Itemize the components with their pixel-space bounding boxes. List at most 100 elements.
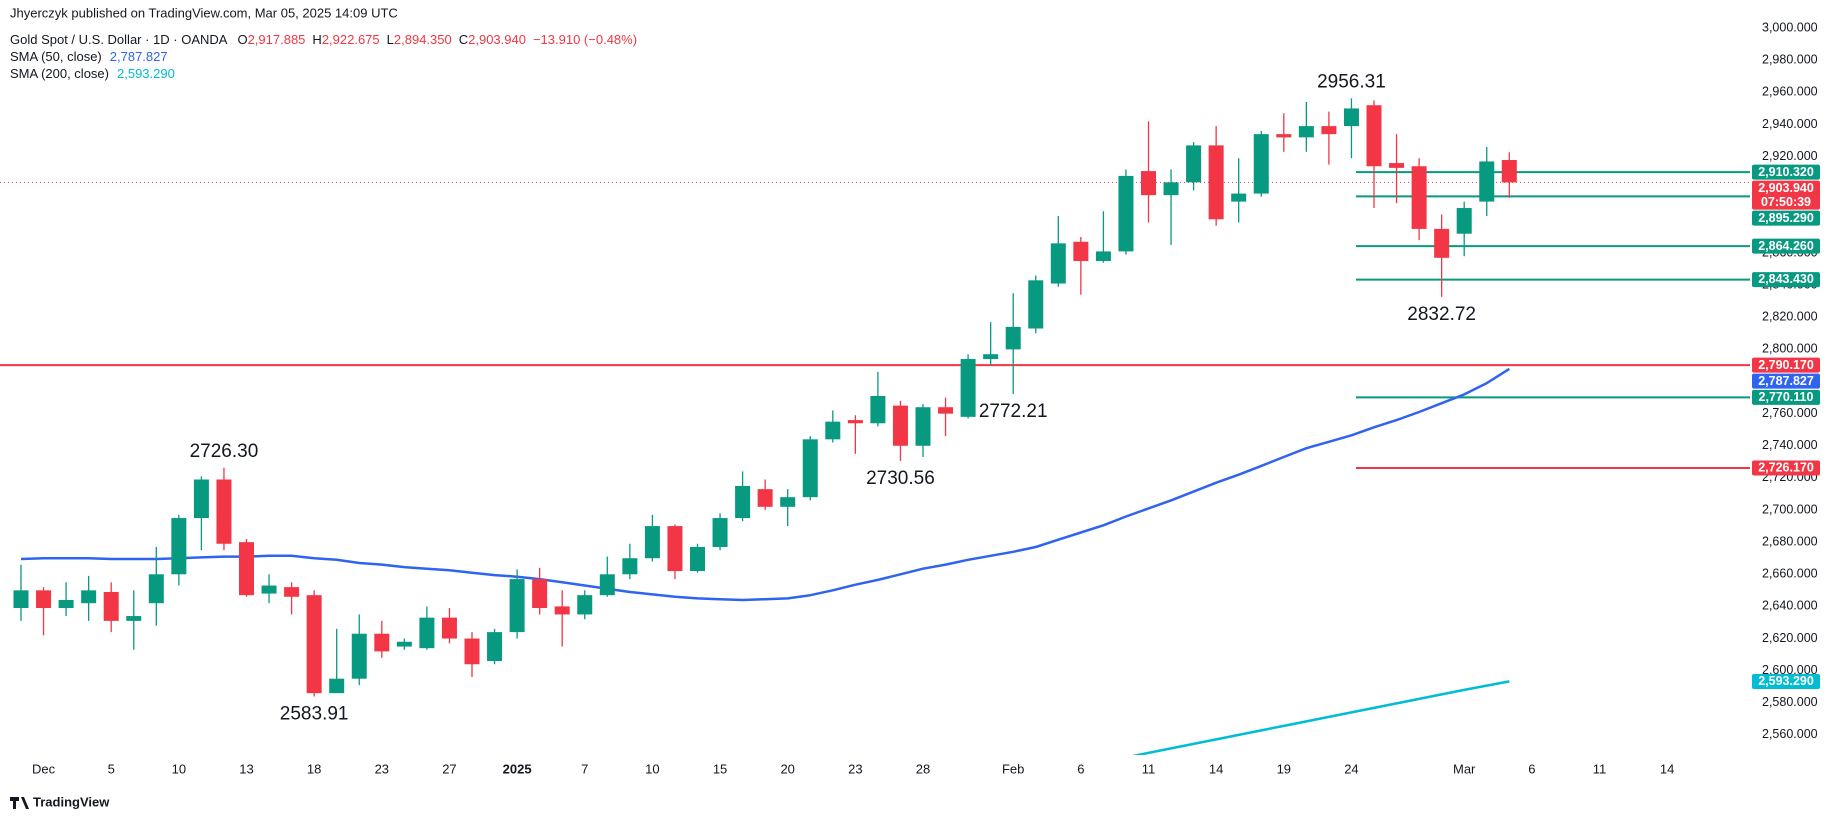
candle-body <box>554 606 570 615</box>
x-tick-label: 11 <box>1593 761 1607 776</box>
footer-logo: TradingView <box>10 794 110 809</box>
candle-body <box>509 579 525 633</box>
candle-body <box>1005 326 1021 350</box>
candle-body <box>780 497 796 507</box>
x-tick-label: 27 <box>442 761 456 776</box>
candle-body <box>938 407 954 414</box>
x-tick-label: 19 <box>1277 761 1291 776</box>
sma-line <box>20 367 1510 602</box>
candle-body <box>1186 145 1202 183</box>
y-tick-label: 2,660.000 <box>1762 567 1818 581</box>
axis-price-box <box>1752 164 1820 180</box>
price-annotation: 2583.91 <box>280 704 349 725</box>
x-tick-label: 14 <box>1660 761 1674 776</box>
candle-body <box>757 489 773 507</box>
x-tick-label: 23 <box>375 761 389 776</box>
symbol: Gold Spot / U.S. Dollar · 1D · OANDA <box>10 32 228 47</box>
countdown: 07:50:39 <box>1761 195 1811 209</box>
candle-body <box>892 405 908 446</box>
x-tick-label: 28 <box>916 761 930 776</box>
candle-body <box>1050 243 1066 284</box>
plot-area <box>0 98 1750 755</box>
axis-price-box <box>1752 357 1820 373</box>
x-tick-label: 6 <box>1077 761 1084 776</box>
axis-price-label: 2,910.320 <box>1758 165 1814 179</box>
candle-body <box>1389 163 1405 168</box>
price-annotation: 2832.72 <box>1407 304 1476 325</box>
candle-body <box>825 421 841 440</box>
x-tick-label: 18 <box>307 761 321 776</box>
candle-body <box>802 439 818 498</box>
y-tick-label: 2,740.000 <box>1762 438 1818 452</box>
x-tick-label: 10 <box>645 761 659 776</box>
y-tick-label: 2,620.000 <box>1762 631 1818 645</box>
axis-price-label: 2,895.290 <box>1758 211 1814 225</box>
axis-price-label: 2,864.260 <box>1758 239 1814 253</box>
y-tick-label: 2,560.000 <box>1762 727 1818 741</box>
candle-body <box>915 407 931 446</box>
ohlc-key: L <box>387 32 394 47</box>
candle-body <box>81 590 97 604</box>
candle-body <box>126 616 142 621</box>
x-tick-label: 24 <box>1344 761 1358 776</box>
y-tick-label: 2,760.000 <box>1762 406 1818 420</box>
candle-body <box>1208 145 1224 220</box>
candle-body <box>1073 241 1089 262</box>
candle-body <box>644 526 660 559</box>
axis-price-label: 2,790.170 <box>1758 358 1814 372</box>
candle-body <box>1095 251 1111 262</box>
axis-price-label: 2,593.290 <box>1758 674 1814 688</box>
candle-body <box>983 354 999 360</box>
candle-body <box>419 617 435 649</box>
candle-body <box>735 485 751 519</box>
candle-body <box>1028 280 1044 329</box>
candle-body <box>1501 160 1517 183</box>
candle-body <box>1298 126 1314 138</box>
candle-body <box>1321 126 1337 135</box>
candle-body <box>1366 105 1382 167</box>
candle-body <box>171 518 187 575</box>
price-annotation: 2730.56 <box>866 468 935 489</box>
x-tick-label: 2025 <box>503 761 532 776</box>
axis-price-box <box>1752 238 1820 254</box>
candle-body <box>1231 193 1247 202</box>
axis-price-label: 2,726.170 <box>1758 461 1814 475</box>
y-tick-label: 2,680.000 <box>1762 534 1818 548</box>
y-tick-label: 2,700.000 <box>1762 502 1818 516</box>
axis-price-box <box>1752 460 1820 476</box>
axis-price-label: 2,903.940 <box>1758 181 1814 195</box>
x-tick-label: 15 <box>713 761 727 776</box>
y-tick-label: 2,640.000 <box>1762 599 1818 613</box>
price-annotation: 2772.21 <box>979 401 1048 422</box>
sma-name: SMA (200, close) <box>10 66 109 81</box>
candle-body <box>1456 208 1472 234</box>
candle-body <box>577 595 593 615</box>
axis-price-box <box>1752 272 1820 288</box>
candle-body <box>261 585 277 594</box>
y-tick-label: 2,960.000 <box>1762 85 1818 99</box>
candle-body <box>329 678 345 694</box>
candle-body <box>239 542 254 596</box>
sma-name: SMA (50, close) <box>10 49 102 64</box>
y-tick-label: 2,580.000 <box>1762 695 1818 709</box>
candle-body <box>847 420 863 424</box>
change: −13.910 (−0.48%) <box>533 32 637 47</box>
y-tick-label: 3,000.000 <box>1762 20 1818 34</box>
logo-icon <box>10 797 29 809</box>
symbol-line: Gold Spot / U.S. Dollar · 1D · OANDA O2,9… <box>10 32 637 47</box>
ohlc-value: 2,922.675 <box>322 32 380 47</box>
axis-price-box <box>1752 210 1820 226</box>
candle-body <box>1253 134 1269 194</box>
axis-price-label: 2,787.827 <box>1758 374 1814 388</box>
brand: TradingView <box>33 794 110 809</box>
x-tick-label: 11 <box>1142 761 1156 776</box>
price-annotation: 2956.31 <box>1317 71 1386 92</box>
candle-body <box>306 595 322 694</box>
sma-legend: SMA (50, close) 2,787.827 <box>10 49 168 64</box>
sma-legend: SMA (200, close) 2,593.290 <box>10 66 175 81</box>
candle-body <box>148 574 164 604</box>
candle-body <box>487 632 503 662</box>
price-axis: 2,560.000 2,580.000 2,600.000 2,620.000 2,64… <box>1752 20 1820 741</box>
header: Jhyerczyk published on TradingView.com, … <box>10 5 637 81</box>
candle-body <box>1343 108 1359 127</box>
